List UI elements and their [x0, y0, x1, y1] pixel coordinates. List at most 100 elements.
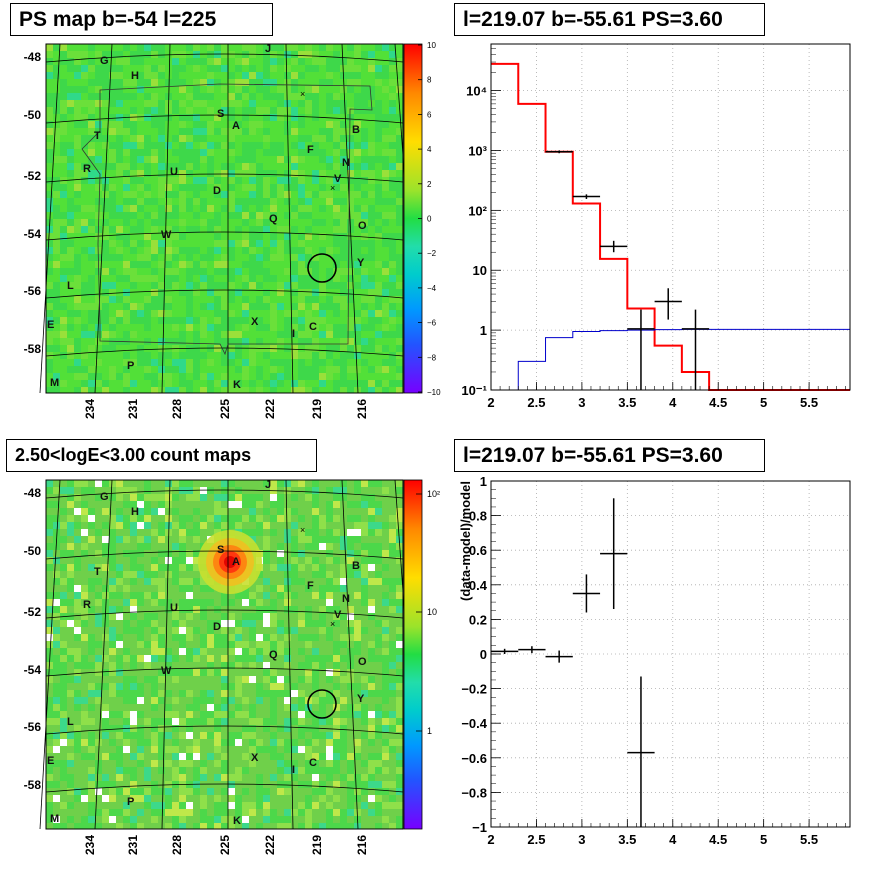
map-pixel	[291, 254, 298, 261]
map-pixel	[284, 690, 291, 697]
map-pixel	[228, 774, 235, 781]
map-pixel	[102, 72, 109, 79]
map-pixel	[305, 760, 312, 767]
map-pixel	[382, 240, 389, 247]
map-pixel	[284, 86, 291, 93]
map-pixel	[340, 373, 347, 380]
map-pixel	[109, 205, 116, 212]
map-pixel	[305, 275, 312, 282]
map-pixel	[354, 177, 361, 184]
map-pixel	[81, 697, 88, 704]
map-pixel	[242, 359, 249, 366]
map-pixel	[74, 725, 81, 732]
map-pixel	[305, 746, 312, 753]
map-pixel	[382, 683, 389, 690]
map-pixel	[137, 261, 144, 268]
map-pixel	[144, 317, 151, 324]
map-pixel	[151, 65, 158, 72]
colorbar-tick-label: −8	[427, 353, 437, 362]
map-pixel	[172, 177, 179, 184]
map-pixel	[368, 480, 375, 487]
map-pixel	[123, 184, 130, 191]
map-pixel	[137, 732, 144, 739]
map-pixel	[389, 254, 396, 261]
map-pixel	[270, 387, 277, 393]
map-pixel	[354, 44, 361, 51]
map-pixel	[312, 487, 319, 494]
map-pixel	[228, 79, 235, 86]
map-pixel	[354, 268, 361, 275]
graticule-latitude-line	[45, 231, 404, 241]
map-pixel	[326, 247, 333, 254]
map-pixel	[67, 51, 74, 58]
map-pixel	[193, 767, 200, 774]
map-pixel	[340, 753, 347, 760]
map-pixel	[165, 718, 172, 725]
map-pixel	[172, 774, 179, 781]
map-pixel	[340, 823, 347, 829]
map-pixel	[179, 65, 186, 72]
map-pixel	[361, 170, 368, 177]
map-pixel	[312, 683, 319, 690]
map-pixel	[130, 282, 137, 289]
map-pixel	[235, 212, 242, 219]
map-pixel	[130, 303, 137, 310]
map-pixel	[326, 739, 333, 746]
map-pixel	[354, 254, 361, 261]
map-pixel	[193, 366, 200, 373]
spectrum-x-tick-label: 3	[578, 395, 585, 410]
map-pixel	[116, 212, 123, 219]
map-pixel	[361, 100, 368, 107]
map-pixel	[235, 809, 242, 816]
map-pixel	[214, 303, 221, 310]
map-pixel	[186, 515, 193, 522]
map-pixel	[319, 380, 326, 387]
map-pixel	[74, 86, 81, 93]
map-pixel	[263, 690, 270, 697]
map-pixel	[291, 331, 298, 338]
map-pixel	[270, 303, 277, 310]
map-pixel	[221, 338, 228, 345]
map-pixel	[270, 641, 277, 648]
map-pixel	[137, 240, 144, 247]
map-pixel	[137, 564, 144, 571]
graticule-longitude-line	[341, 43, 359, 394]
map-pixel	[368, 107, 375, 114]
map-pixel	[214, 760, 221, 767]
map-pixel	[354, 704, 361, 711]
map-pixel	[67, 149, 74, 156]
map-pixel	[270, 634, 277, 641]
map-pixel	[60, 522, 67, 529]
map-pixel	[389, 184, 396, 191]
map-pixel	[144, 191, 151, 198]
map-pixel	[88, 44, 95, 51]
map-pixel	[116, 226, 123, 233]
map-pixel	[249, 198, 256, 205]
map-pixel	[88, 746, 95, 753]
map-pixel	[375, 641, 382, 648]
map-pixel	[214, 345, 221, 352]
map-pixel	[95, 781, 102, 788]
map-pixel	[347, 324, 354, 331]
map-pixel	[333, 725, 340, 732]
map-pixel	[298, 233, 305, 240]
map-pixel	[347, 809, 354, 816]
map-pixel	[326, 578, 333, 585]
map-pixel	[53, 669, 60, 676]
map-pixel	[354, 487, 361, 494]
map-pixel	[60, 669, 67, 676]
map-pixel	[109, 93, 116, 100]
map-pixel	[67, 240, 74, 247]
map-pixel	[221, 296, 228, 303]
map-pixel	[109, 585, 116, 592]
map-pixel	[284, 746, 291, 753]
map-pixel	[340, 289, 347, 296]
map-pixel	[102, 163, 109, 170]
graticule-latitude-line	[45, 550, 404, 560]
map-pixel	[319, 170, 326, 177]
map-pixel	[249, 177, 256, 184]
map-pixel	[200, 599, 207, 606]
map-pixel	[165, 732, 172, 739]
map-pixel	[277, 683, 284, 690]
map-pixel	[298, 359, 305, 366]
